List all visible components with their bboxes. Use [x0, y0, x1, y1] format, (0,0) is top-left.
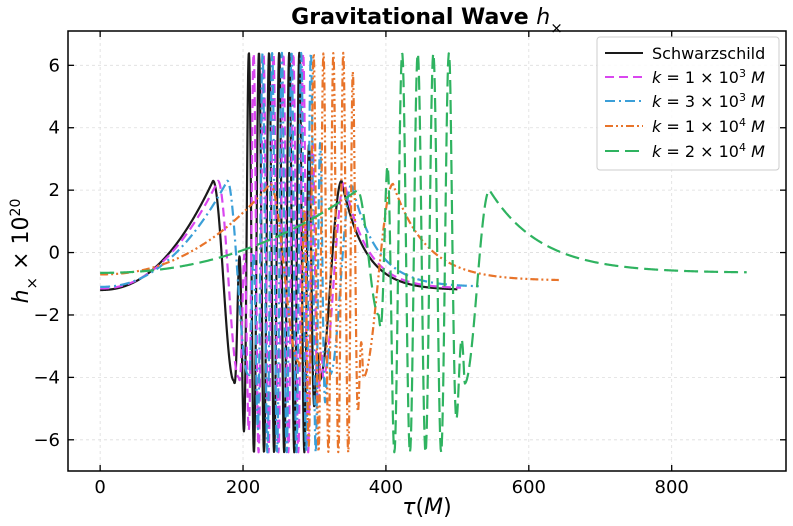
legend: Schwarzschild k = 1 × 103 M k = 3 × 103 …: [596, 36, 780, 171]
y-tick-label: 2: [49, 180, 60, 201]
plot-frame: [67, 30, 787, 472]
legend-label-schwarzschild: Schwarzschild: [652, 44, 765, 63]
legend-label-k1e4: k = 1 × 104 M: [652, 116, 765, 137]
y-tick-label: −6: [33, 430, 60, 451]
y-tick-label: 6: [49, 55, 60, 76]
y-tick-label: −4: [33, 367, 60, 388]
chart-title: Gravitational Wave h×: [291, 5, 563, 37]
ticks: 0 200 400 600 800 −6 −4 −2 0 2 4 6: [33, 31, 786, 498]
series-line-3: [99, 51, 560, 454]
series-line-1: [99, 52, 462, 454]
y-tick-label: 4: [49, 118, 60, 139]
x-tick-label: 800: [655, 477, 689, 498]
y-tick-label: 0: [49, 243, 60, 264]
x-tick-label: 600: [512, 477, 546, 498]
legend-label-k2e4: k = 2 × 104 M: [652, 141, 765, 162]
series-line-4: [99, 52, 748, 454]
x-tick-label: 200: [226, 477, 260, 498]
y-tick-label: −2: [33, 305, 60, 326]
y-axis-title: h× × 1020: [8, 199, 41, 304]
x-tick-label: 0: [94, 477, 105, 498]
x-axis-title: τ(M): [402, 495, 451, 520]
series-group: [99, 51, 748, 454]
x-tick-label: 400: [369, 477, 403, 498]
legend-label-k1e3: k = 1 × 103 M: [652, 67, 765, 88]
legend-label-k3e3: k = 3 × 103 M: [652, 91, 765, 112]
legend-box: [596, 36, 780, 171]
